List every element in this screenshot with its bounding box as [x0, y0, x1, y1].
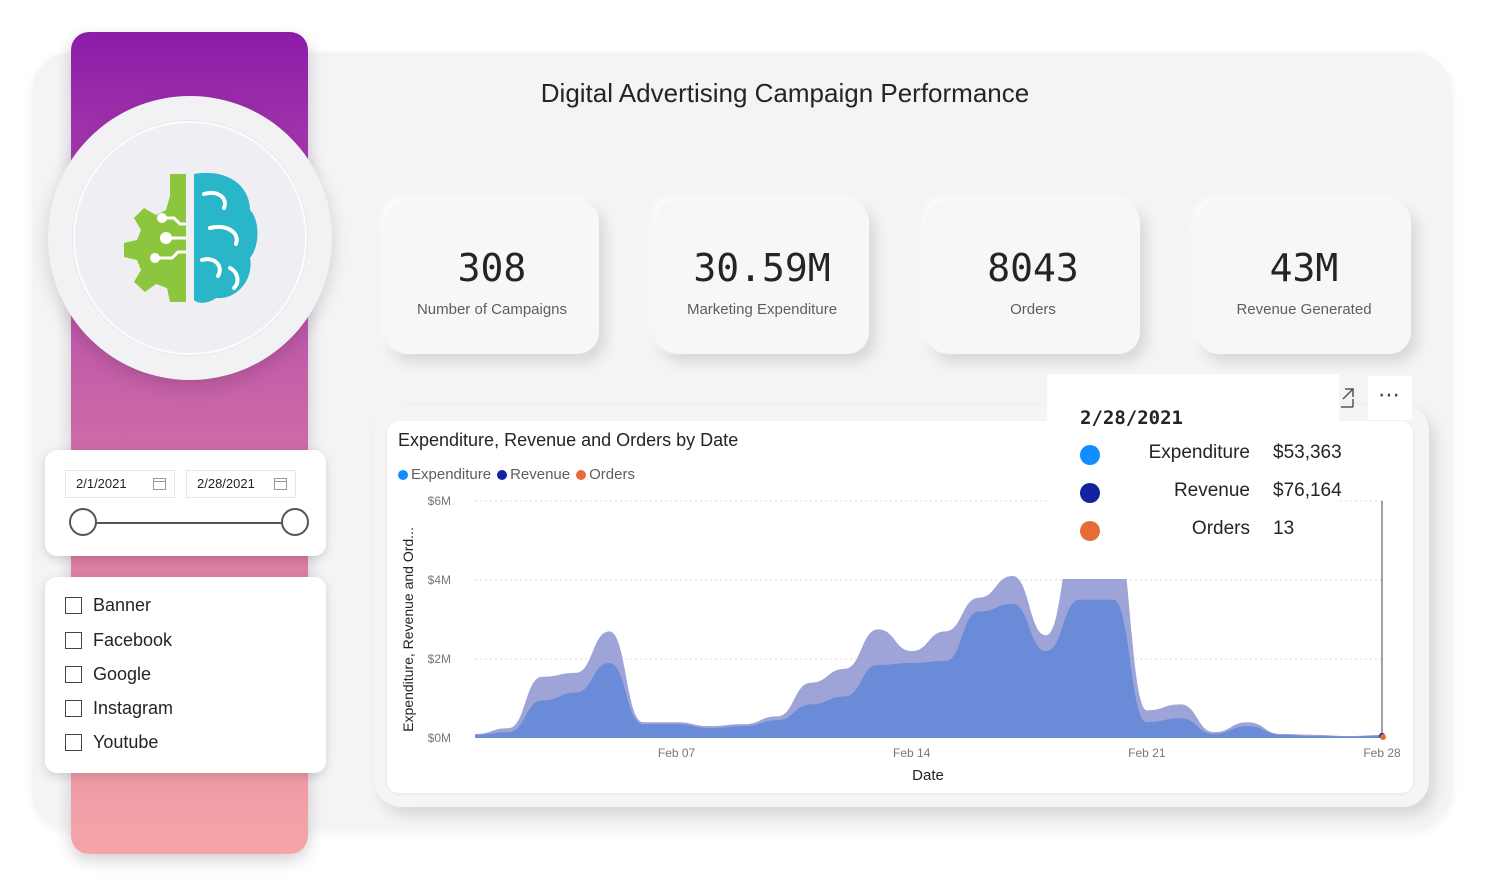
hover-point-orders	[1380, 734, 1386, 740]
start-date-input[interactable]: 2/1/2021	[65, 470, 175, 498]
tooltip-dot	[1080, 521, 1100, 541]
legend-item-expenditure[interactable]: Expenditure	[398, 466, 491, 483]
kpi-card-orders: 8043 Orders	[926, 200, 1140, 354]
tooltip-series-value: $76,164	[1273, 480, 1342, 501]
channel-label: Banner	[93, 594, 152, 615]
tooltip-row-revenue: Revenue $76,164	[1080, 478, 1342, 506]
legend-item-orders[interactable]: Orders	[576, 466, 635, 483]
x-axis-label: Date	[912, 767, 944, 784]
legend-dot	[398, 469, 408, 480]
y-tick-label: $2M	[428, 652, 451, 666]
channel-option-google[interactable]: Google	[65, 661, 151, 687]
tooltip-dot	[1080, 445, 1100, 465]
channel-option-banner[interactable]: Banner	[65, 592, 151, 618]
channel-option-youtube[interactable]: Youtube	[65, 729, 158, 755]
channel-label: Google	[93, 663, 152, 684]
checkbox[interactable]	[65, 596, 82, 614]
logo-inner-circle	[73, 121, 307, 355]
tooltip-row-expenditure: Expenditure $53,363	[1080, 440, 1342, 468]
kpi-label: Orders	[1010, 301, 1056, 318]
channel-option-instagram[interactable]: Instagram	[65, 695, 173, 721]
end-date-value: 2/28/2021	[197, 476, 255, 491]
focus-mode-icon[interactable]	[1339, 387, 1355, 409]
kpi-label: Revenue Generated	[1236, 301, 1372, 318]
checkbox[interactable]	[65, 631, 82, 649]
chart-legend: Expenditure Revenue Orders	[398, 466, 635, 483]
kpi-label: Number of Campaigns	[416, 301, 568, 318]
brain-gear-logo-icon	[124, 172, 258, 303]
tooltip-series-name: Orders	[1191, 518, 1250, 539]
kpi-card-revenue: 43M Revenue Generated	[1197, 200, 1411, 354]
start-date-slider-handle[interactable]	[69, 508, 97, 536]
x-tick-label: Feb 07	[658, 746, 696, 760]
checkbox[interactable]	[65, 665, 82, 683]
tooltip-date: 2/28/2021	[1080, 407, 1183, 429]
x-tick-label: Feb 14	[893, 746, 931, 760]
channel-label: Facebook	[93, 629, 173, 650]
chart-title: Expenditure, Revenue and Orders by Date	[398, 430, 739, 450]
y-tick-label: $4M	[428, 573, 451, 587]
x-tick-label: Feb 28	[1363, 746, 1401, 760]
page-title: Digital Advertising Campaign Performance	[540, 78, 1030, 108]
chart-tooltip: 2/28/2021 Expenditure $53,363 Revenue $7…	[1047, 374, 1342, 579]
channel-option-facebook[interactable]: Facebook	[65, 627, 172, 653]
tooltip-series-value: 13	[1273, 518, 1295, 539]
end-date-input[interactable]: 2/28/2021	[186, 470, 296, 498]
kpi-card-campaigns: 308 Number of Campaigns	[385, 200, 599, 354]
tooltip-series-value: $53,363	[1273, 442, 1342, 463]
legend-item-revenue[interactable]: Revenue	[497, 466, 570, 483]
kpi-label: Marketing Expenditure	[686, 301, 838, 318]
channel-label: Youtube	[93, 731, 159, 752]
x-tick-label: Feb 21	[1128, 746, 1166, 760]
legend-dot	[497, 469, 508, 480]
date-slider-track[interactable]	[83, 522, 295, 524]
y-axis-label: Expenditure, Revenue and Ord...	[400, 527, 416, 732]
y-tick-label: $0M	[428, 731, 451, 745]
checkbox[interactable]	[65, 699, 82, 717]
date-range-slicer: 2/1/2021 2/28/2021	[45, 450, 326, 556]
tooltip-row-orders: Orders 13	[1080, 516, 1340, 544]
kpi-value: 308	[457, 246, 527, 290]
area-chart[interactable]: $0M $2M $4M $6M Feb 07 Feb 14 Feb 21 Feb 28 Date…	[387, 421, 1413, 793]
more-options-icon[interactable]: ⋯	[1368, 376, 1412, 420]
tooltip-series-name: Revenue	[1173, 480, 1250, 501]
kpi-card-expenditure: 30.59M Marketing Expenditure	[655, 200, 869, 354]
calendar-icon[interactable]	[274, 478, 287, 490]
tooltip-dot	[1080, 483, 1100, 503]
channel-slicer: Banner Facebook Google Instagram Youtube	[45, 577, 326, 773]
legend-dot	[576, 469, 587, 480]
channel-label: Instagram	[93, 697, 174, 718]
y-tick-label: $6M	[428, 494, 451, 508]
kpi-value: 30.59M	[693, 246, 831, 290]
calendar-icon[interactable]	[153, 478, 166, 490]
start-date-value: 2/1/2021	[76, 476, 127, 491]
kpi-value: 8043	[987, 246, 1079, 290]
kpi-value: 43M	[1269, 246, 1339, 290]
legend-label: Orders	[589, 466, 635, 483]
legend-label: Expenditure	[411, 466, 492, 483]
expenditure-area	[475, 599, 1382, 738]
legend-label: Revenue	[510, 466, 571, 483]
logo-badge	[48, 96, 332, 380]
end-date-slider-handle[interactable]	[281, 508, 309, 536]
tooltip-series-name: Expenditure	[1148, 442, 1250, 463]
checkbox[interactable]	[65, 733, 82, 751]
